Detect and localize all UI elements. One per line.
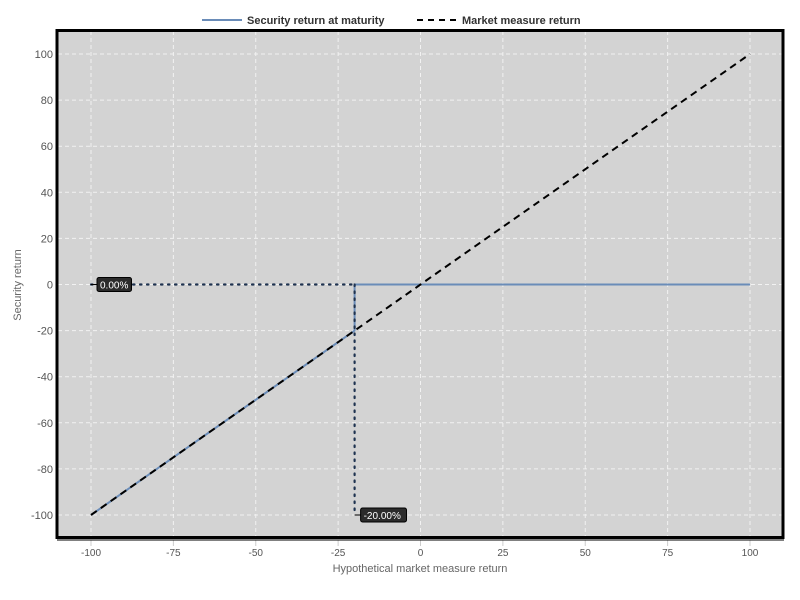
y-tick-label: -20 [37,326,53,338]
x-tick-label: -50 [249,548,264,559]
y-tick-label: 60 [41,141,53,153]
x-tick-label: 50 [580,548,592,559]
y-axis-label: Security return [12,249,24,321]
x-axis-ticks: -100 -75 -50 -25 0 25 50 75 100 [81,540,759,559]
y-tick-label: 20 [41,233,53,245]
annotation-label-box [360,507,408,523]
x-tick-label: 0 [418,548,424,559]
legend-label-market: Market measure return [462,15,581,27]
x-tick-label: 100 [742,548,759,559]
x-tick-label: 25 [497,548,509,559]
y-tick-label: 100 [35,49,53,61]
annotation-label: -20.00% [364,511,401,522]
legend: Security return at maturity Market measu… [202,15,581,27]
y-tick-label: -100 [31,510,53,522]
y-tick-label: -80 [37,464,53,476]
y-tick-label: -40 [37,372,53,384]
y-tick-label: 80 [41,95,53,107]
y-tick-label: 40 [41,187,53,199]
annotation-label: 0.00% [100,281,128,292]
annotation-label-box [96,277,132,292]
y-tick-label: 0 [47,280,53,292]
x-tick-label: -100 [81,548,101,559]
plot-frame [55,29,785,539]
x-tick-label: 75 [662,548,674,559]
grid [58,31,783,538]
legend-label-security: Security return at maturity [247,15,385,27]
x-tick-label: -25 [331,548,346,559]
x-axis-label: Hypothetical market measure return [333,563,508,575]
y-tick-label: -60 [37,418,53,430]
x-tick-label: -75 [166,548,181,559]
annotations: 0.00% -20.00% [89,277,408,523]
y-axis-ticks: -100 -80 -60 -40 -20 0 20 40 60 80 100 [31,49,53,522]
series-line-market-return [90,53,751,516]
